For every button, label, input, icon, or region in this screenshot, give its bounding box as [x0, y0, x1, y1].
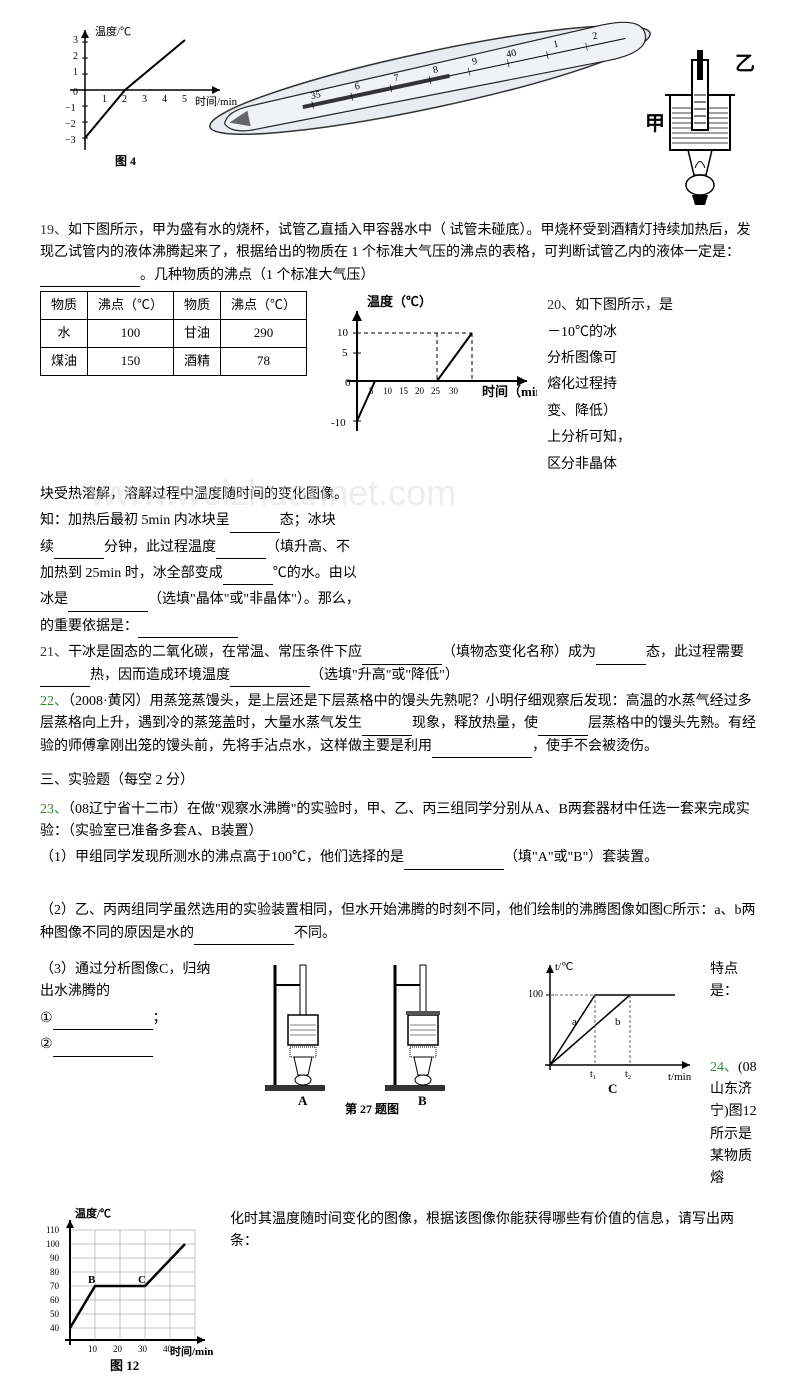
q20-blank1[interactable]: [230, 517, 280, 533]
q22: 22、（2008·黄冈）用蒸笼蒸馒头，是上层还是下层蒸格中的馒头先熟呢？小明仔细…: [40, 691, 760, 758]
q23-p1: （1）甲组同学发现所测水的沸点高于100℃，他们选择的是（填"A"或"B"）套装…: [40, 847, 760, 869]
q21-b4[interactable]: [230, 671, 310, 687]
q23-b1[interactable]: [404, 854, 504, 870]
q22-b1[interactable]: [362, 720, 412, 736]
q21-b3[interactable]: [40, 671, 90, 687]
q20-body: www.weizhuannet.com 块受热溶解，溶解过程中温度随时间的变化图…: [40, 484, 760, 638]
svg-text:3: 3: [142, 94, 147, 105]
q20-blank2[interactable]: [54, 543, 104, 559]
svg-text:5: 5: [182, 94, 187, 105]
svg-text:5: 5: [342, 347, 348, 359]
q23-b2[interactable]: [194, 929, 294, 945]
svg-text:1: 1: [73, 67, 78, 78]
svg-text:90: 90: [50, 1253, 60, 1263]
svg-text:40: 40: [50, 1323, 60, 1333]
svg-text:-10: -10: [331, 417, 346, 429]
svg-text:20: 20: [415, 386, 425, 396]
svg-text:t/min: t/min: [668, 1071, 692, 1083]
svg-text:100: 100: [46, 1239, 60, 1249]
q24-text: 化时其温度随时间变化的图像，根据该图像你能获得哪些有价值的信息，请写出两条：: [230, 1205, 760, 1258]
svg-text:C: C: [608, 1081, 617, 1095]
svg-text:t/℃: t/℃: [555, 961, 573, 973]
svg-text:图 4: 图 4: [115, 154, 136, 168]
section-3-title: 三、实验题（每空 2 分）: [40, 770, 760, 792]
svg-text:−1: −1: [65, 103, 76, 114]
svg-text:t₂: t₂: [625, 1069, 631, 1080]
q23: 23、（08辽宁省十二市）在做"观察水沸腾"的实验时，甲、乙、丙三组同学分别从A…: [40, 799, 760, 844]
svg-text:15: 15: [399, 386, 409, 396]
svg-text:80: 80: [50, 1267, 60, 1277]
q20-blank5[interactable]: [68, 596, 148, 612]
svg-text:温度/℃: 温度/℃: [75, 1206, 111, 1220]
svg-text:50: 50: [50, 1309, 60, 1319]
svg-text:b: b: [615, 1016, 621, 1028]
svg-text:70: 70: [50, 1281, 60, 1291]
svg-text:a: a: [572, 1016, 577, 1028]
top-figures: 温度/℃ 时间/min 3 2 1 0 −1 −2 −3 12 34 5 图 4…: [40, 20, 760, 220]
boiling-point-table: 物质沸点（℃）物质沸点（℃） 水100甘油290 煤油150酒精78: [40, 291, 307, 375]
svg-text:30: 30: [138, 1344, 148, 1354]
svg-text:乙: 乙: [735, 53, 755, 75]
q23-p2: （2）乙、丙两组同学虽然选用的实验装置相同，但水开始沸腾的时刻不同，他们绘制的沸…: [40, 900, 760, 945]
figure-12: 温度/℃ 时间/min 110 100 90 80 70 60 50 40 10 20 3…: [40, 1205, 220, 1375]
svg-text:B: B: [418, 1093, 427, 1108]
beaker-diagram: 甲 乙: [640, 40, 760, 210]
q19-blank[interactable]: [40, 271, 140, 287]
q20-blank3[interactable]: [216, 543, 266, 559]
svg-text:30: 30: [449, 386, 459, 396]
svg-text:110: 110: [46, 1225, 60, 1235]
svg-text:20: 20: [113, 1344, 123, 1354]
svg-text:时间（min）: 时间（min）: [482, 384, 537, 399]
q21-b2[interactable]: [596, 649, 646, 665]
svg-text:0: 0: [345, 377, 351, 389]
q20-blank6[interactable]: [138, 622, 238, 638]
svg-text:甲: 甲: [645, 113, 665, 135]
q23-p3-text: （3）通过分析图像C，归纳出水沸腾的 ①； ②: [40, 955, 220, 1061]
q20-side: 20、如下图所示，是 －10℃的冰 分析图像可 熔化过程持 变、降低） 上分析可…: [547, 291, 760, 480]
svg-text:1: 1: [102, 94, 107, 105]
ice-melting-chart: 温度（℃） 时间（min） 10 5 0 -10 510 1520 2530: [317, 291, 537, 451]
svg-text:−2: −2: [65, 119, 76, 130]
chart-c: t/℃ t/min 100 a b t₁ t₂ C: [520, 955, 700, 1095]
svg-text:0: 0: [73, 87, 78, 98]
svg-text:t₁: t₁: [590, 1069, 596, 1080]
q21: 21、干冰是固态的二氧化碳，在常温、常压条件下应（填物态变化名称）成为态，此过程…: [40, 642, 760, 687]
q22-b3[interactable]: [432, 742, 532, 758]
q23-b4[interactable]: [53, 1041, 153, 1057]
svg-text:10: 10: [337, 327, 349, 339]
svg-text:2: 2: [73, 51, 78, 62]
apparatus-figure: A B 第 27 题图: [230, 955, 510, 1115]
q20-blank4[interactable]: [223, 569, 273, 585]
svg-text:2: 2: [122, 94, 127, 105]
svg-text:10: 10: [383, 386, 393, 396]
q20-row: 物质沸点（℃）物质沸点（℃） 水100甘油290 煤油150酒精78 温度（℃）…: [40, 291, 760, 480]
thermometer-image: 3567 8940 12: [181, 0, 680, 198]
svg-text:A: A: [298, 1093, 308, 1108]
svg-text:40: 40: [163, 1344, 173, 1354]
svg-text:B: B: [88, 1274, 96, 1286]
q23-b3[interactable]: [53, 1014, 153, 1030]
svg-text:温度（℃）: 温度（℃）: [367, 294, 432, 309]
q22-b2[interactable]: [538, 720, 588, 736]
svg-text:C: C: [138, 1274, 146, 1286]
y-axis-label: 温度/℃: [95, 24, 131, 38]
svg-text:第 27 题图: 第 27 题图: [345, 1101, 399, 1115]
svg-text:4: 4: [162, 94, 167, 105]
svg-text:图 12: 图 12: [110, 1358, 139, 1373]
svg-text:100: 100: [528, 989, 543, 1000]
svg-text:25: 25: [431, 386, 441, 396]
q23-p3-label: 特点是： 24、(08山东济宁)图12所示是某物质熔: [710, 955, 760, 1195]
q21-b1[interactable]: [362, 649, 442, 665]
svg-text:时间/min: 时间/min: [170, 1344, 213, 1358]
q19-text: 19、如下图所示，甲为盛有水的烧杯，试管乙直插入甲容器水中（ 试管未碰底）。甲烧…: [40, 220, 760, 287]
svg-text:60: 60: [50, 1295, 60, 1305]
svg-text:10: 10: [88, 1344, 98, 1354]
svg-text:3: 3: [73, 35, 78, 46]
svg-text:−3: −3: [65, 135, 76, 146]
